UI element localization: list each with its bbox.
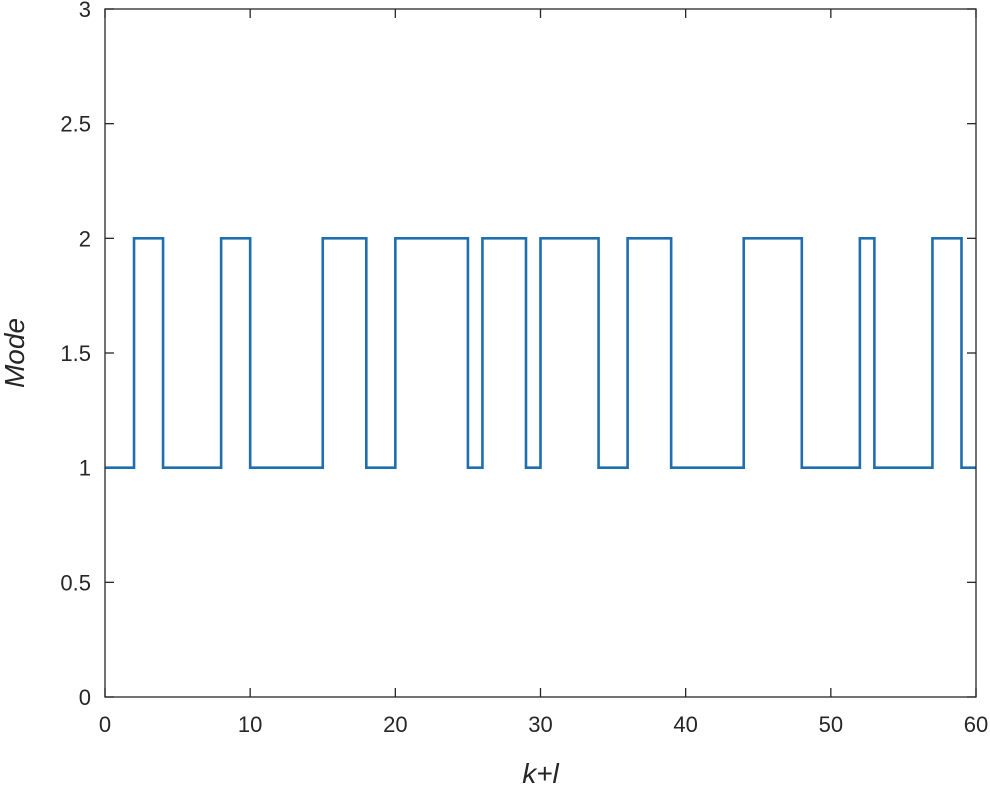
x-tick-label: 40	[673, 712, 697, 737]
y-tick-label: 0.5	[60, 570, 91, 595]
y-tick-label: 3	[79, 0, 91, 22]
plot-frame	[104, 8, 977, 698]
x-tick-label: 0	[99, 712, 111, 737]
x-tick-label: 30	[528, 712, 552, 737]
y-tick-label: 2	[79, 226, 91, 251]
y-axis-label: Mode	[0, 318, 30, 388]
y-tick-label: 0	[79, 685, 91, 710]
y-tick-label: 1.5	[60, 341, 91, 366]
x-tick-label: 20	[383, 712, 407, 737]
series-layer	[105, 237, 976, 469]
x-tick-label: 10	[238, 712, 262, 737]
y-tick-label: 2.5	[60, 112, 91, 137]
x-axis-label: k+l	[522, 758, 559, 789]
axis-tick-labels: 0 10 20 30 40 50 60 0 0.5 1 1.5 2 2.5 3	[60, 0, 988, 737]
x-tick-label: 50	[819, 712, 843, 737]
mode-series-line	[105, 237, 976, 469]
y-tick-label: 1	[79, 456, 91, 481]
x-tick-label: 60	[964, 712, 988, 737]
